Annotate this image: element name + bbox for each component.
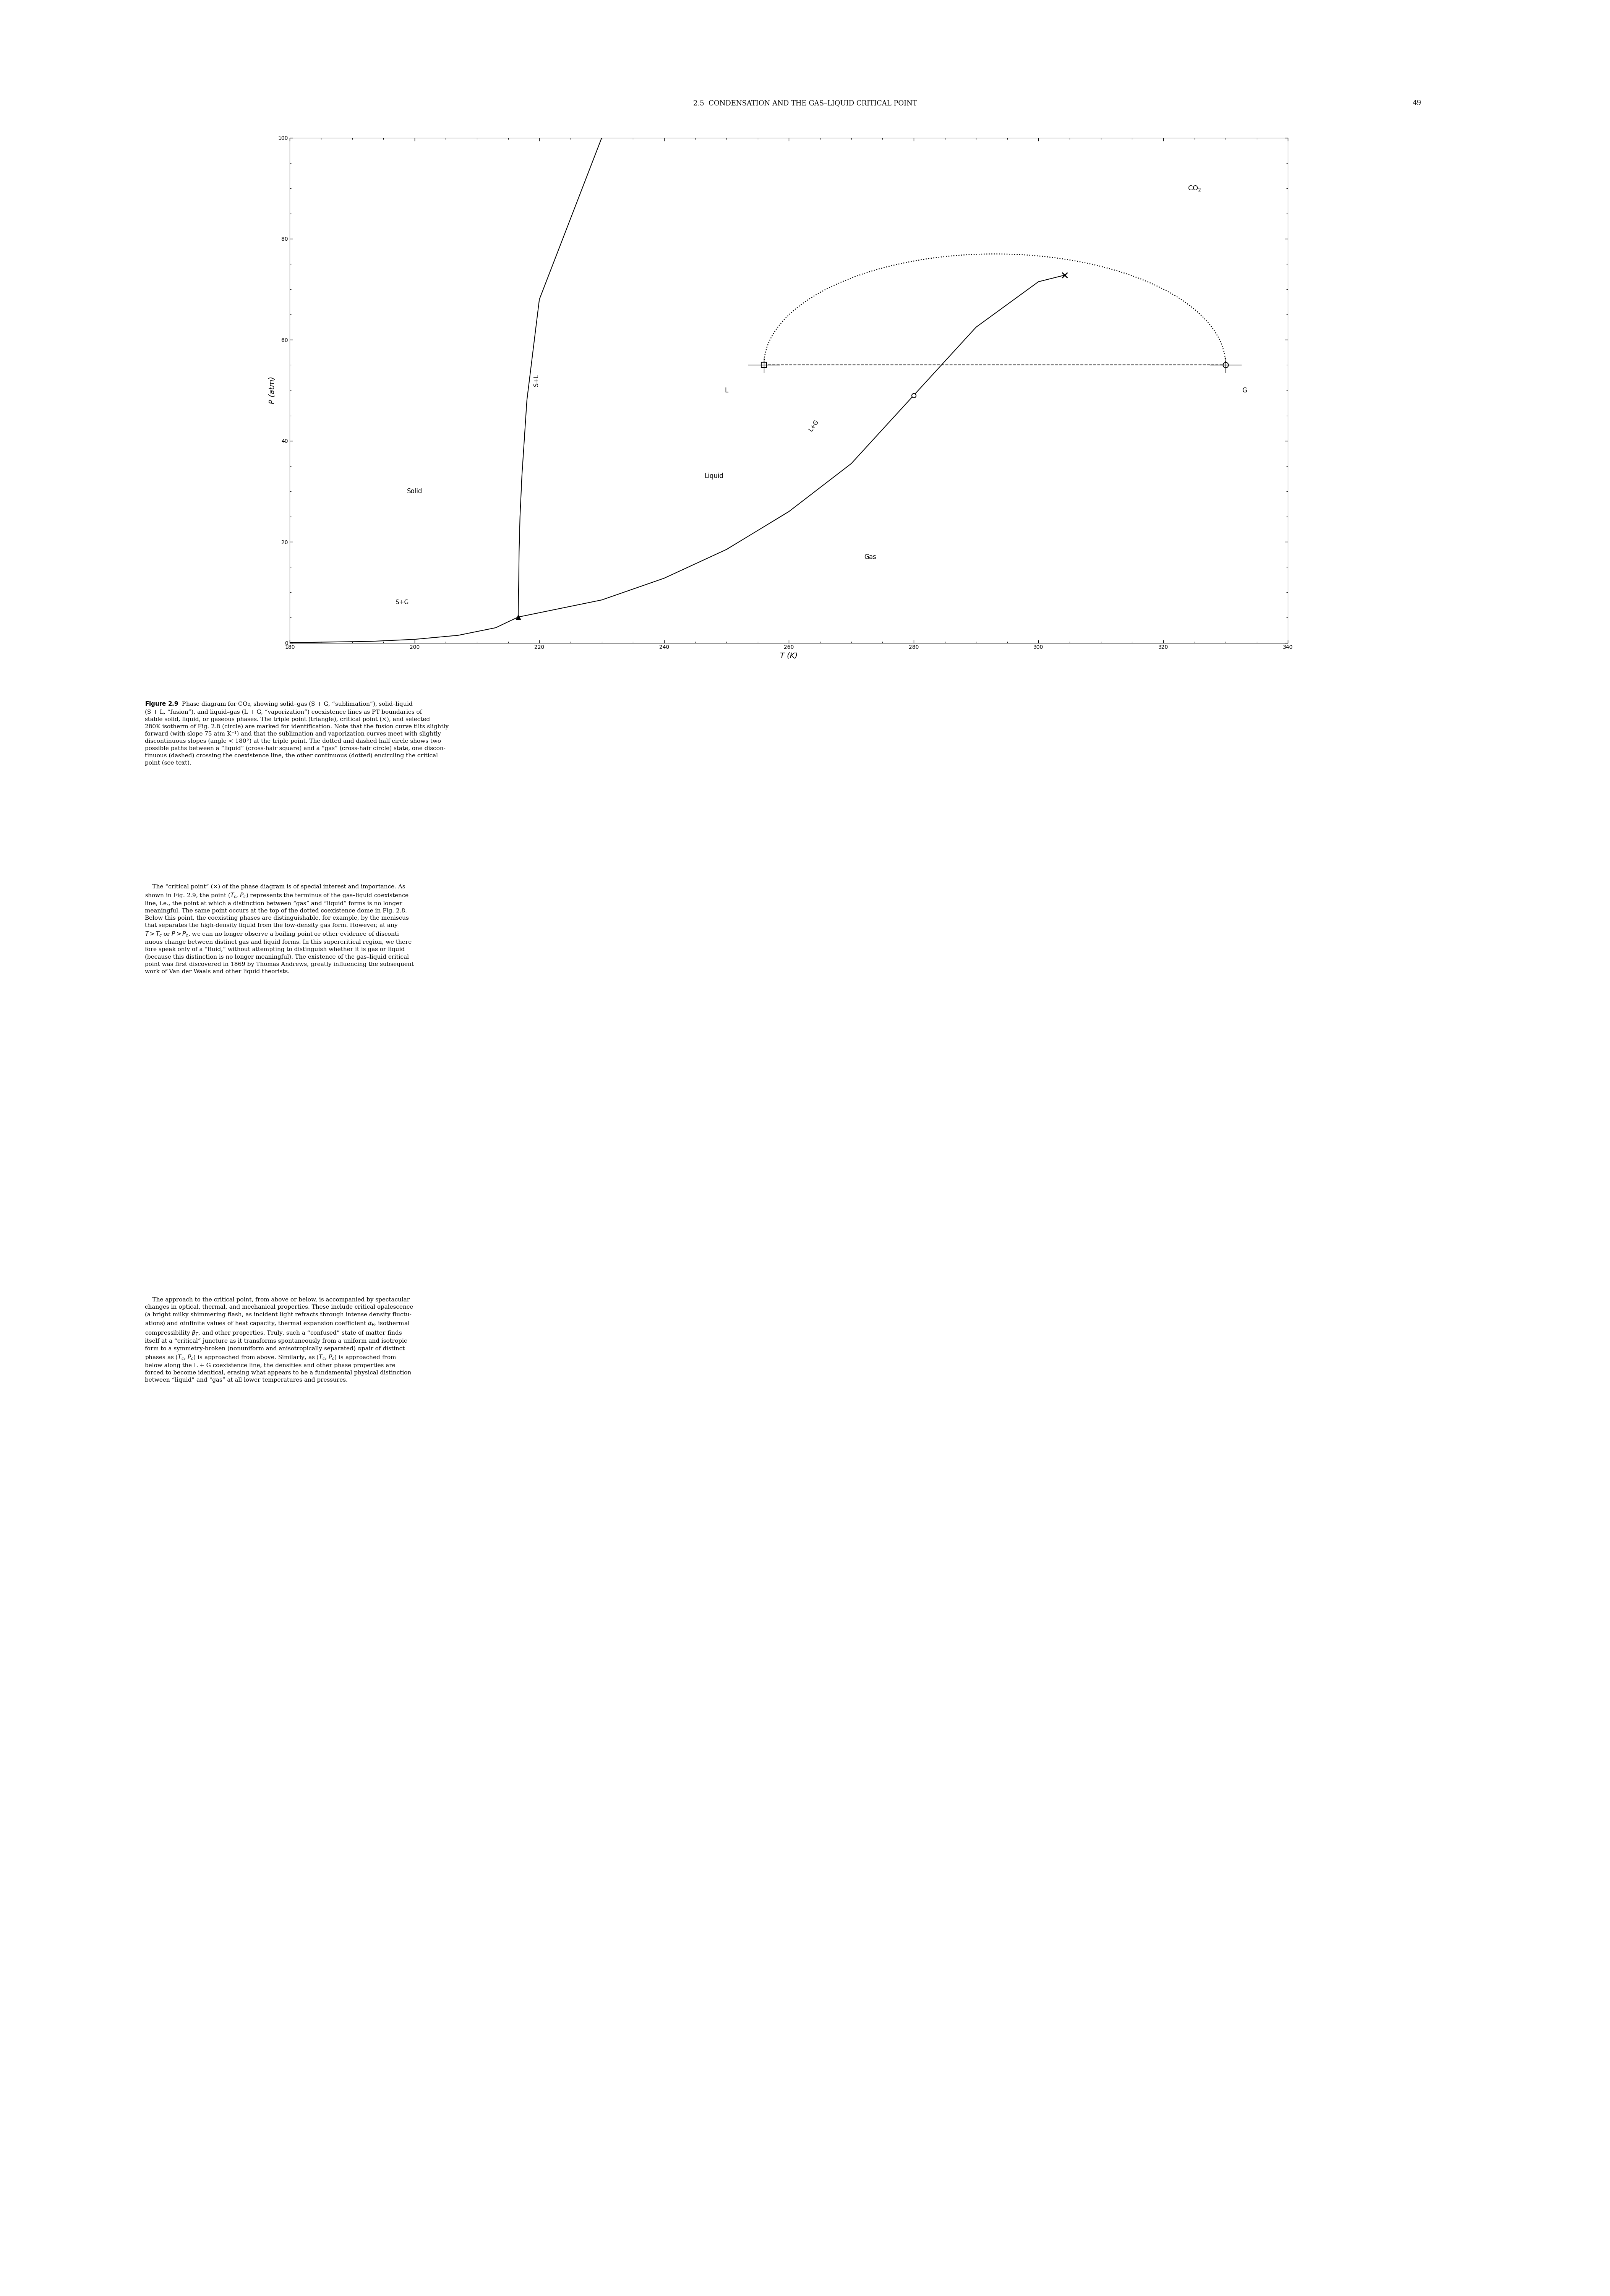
- Text: 2.5  CONDENSATION AND THE GAS–LIQUID CRITICAL POINT: 2.5 CONDENSATION AND THE GAS–LIQUID CRIT…: [692, 101, 918, 106]
- Text: L+G: L+G: [808, 418, 819, 432]
- Text: 49: 49: [1412, 101, 1422, 106]
- Text: Gas: Gas: [865, 553, 876, 560]
- Text: CO$_2$: CO$_2$: [1188, 184, 1201, 193]
- Text: S+G: S+G: [396, 599, 409, 606]
- Text: The “critical point” (×) of the phase diagram is of special interest and importa: The “critical point” (×) of the phase di…: [145, 884, 414, 974]
- Text: Solid: Solid: [407, 489, 422, 494]
- Text: Liquid: Liquid: [705, 473, 723, 480]
- Text: The approach to the critical point, from above or below, is accompanied by spect: The approach to the critical point, from…: [145, 1297, 414, 1382]
- X-axis label: T (K): T (K): [781, 652, 797, 659]
- Text: S+L: S+L: [533, 374, 539, 386]
- Text: G: G: [1241, 388, 1246, 393]
- Text: $\mathbf{Figure\ 2.9}$  Phase diagram for CO₂, showing solid–gas (S + G, “sublim: $\mathbf{Figure\ 2.9}$ Phase diagram for…: [145, 700, 449, 767]
- Text: L: L: [724, 388, 728, 393]
- Y-axis label: P (atm): P (atm): [269, 377, 275, 404]
